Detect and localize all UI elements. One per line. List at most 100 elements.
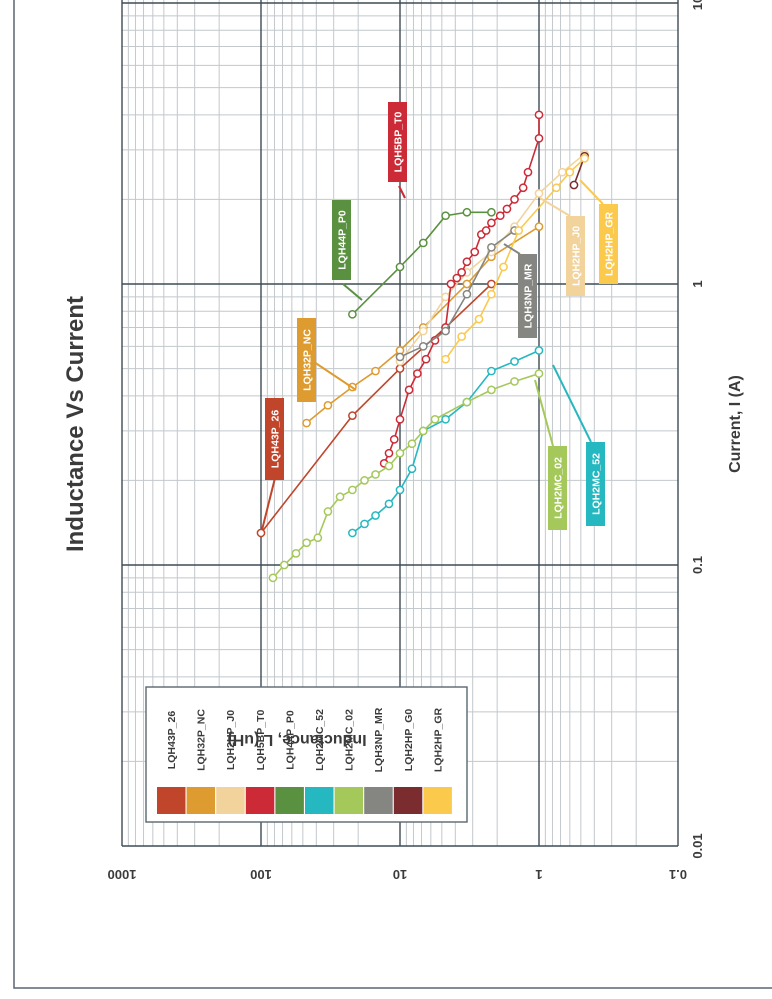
data-point: [569, 180, 579, 190]
callout-lqh2mc_52: LQH2MC_52: [552, 364, 605, 526]
callout-tag: [548, 446, 567, 530]
callout-label: LQH44P_P0: [337, 210, 349, 270]
data-point: [395, 262, 405, 272]
legend-label: LQH43P_26: [166, 711, 178, 770]
callout-tag: [388, 102, 407, 182]
data-point: [384, 448, 394, 458]
callout-label: LQH43P_26: [270, 410, 282, 469]
x-tick-label: 0.01: [690, 833, 705, 858]
data-point: [523, 167, 533, 177]
x-tick-label: 10: [690, 0, 705, 10]
y-tick-label: 0.1: [669, 867, 687, 882]
data-point: [418, 238, 428, 248]
data-point: [268, 573, 278, 583]
data-point: [323, 507, 333, 516]
y-tick-label: 1000: [108, 867, 137, 882]
data-point: [404, 385, 414, 395]
data-point: [580, 153, 589, 163]
series-lqh2mc_02: [268, 369, 544, 583]
data-point: [348, 528, 357, 538]
legend-swatch: [275, 787, 304, 814]
callout-lqh32p_nc: LQH32P_NC: [297, 318, 357, 402]
data-point: [534, 346, 544, 355]
callout-label: LQH2MC_52: [591, 453, 603, 515]
data-point: [534, 369, 544, 378]
legend-swatch: [245, 787, 275, 814]
data-point: [487, 243, 496, 252]
callout-tag: [599, 204, 618, 284]
data-point: [348, 411, 357, 421]
data-point: [502, 204, 512, 214]
y-axis-label: Inductance, L (uH): [227, 731, 366, 748]
data-point: [462, 289, 472, 299]
callout-tag: [332, 200, 351, 280]
data-point: [487, 279, 496, 289]
callout-leader: [552, 364, 592, 443]
callout-tag: [265, 398, 284, 480]
y-tick-label: 10: [393, 867, 407, 882]
callout-label: LQH3NP_MR: [523, 263, 535, 328]
data-point: [534, 222, 544, 231]
data-point: [371, 470, 380, 479]
data-point: [534, 110, 544, 120]
legend-label: LQH2HP_GR: [432, 707, 444, 772]
callout-lqh44p_p0: LQH44P_P0: [332, 200, 363, 301]
data-point: [518, 183, 528, 193]
callout-lqh3np_mr: LQH3NP_MR: [503, 243, 537, 338]
data-point: [371, 366, 380, 376]
data-point: [395, 448, 405, 458]
legend-swatch: [334, 787, 364, 814]
data-point: [335, 492, 345, 502]
data-point: [360, 476, 369, 485]
data-point: [348, 309, 357, 319]
data-point: [418, 326, 428, 336]
legend: LQH43P_26 LQH32P_NC LQH2HP_J0 LQH5BP_T0 LQH4…: [145, 686, 468, 823]
callout-lqh43p_26: LQH43P_26: [261, 398, 284, 531]
data-point: [495, 211, 505, 221]
callout-leader: [342, 283, 363, 301]
callout-tag: [297, 318, 316, 402]
data-point: [384, 499, 394, 509]
series-line: [351, 349, 540, 534]
series-lqh5bp_t0: [379, 110, 544, 468]
data-point: [430, 414, 440, 424]
data-point: [395, 352, 405, 362]
data-point: [499, 262, 508, 272]
legend-swatch: [393, 787, 423, 814]
data-point: [487, 289, 496, 299]
data-point: [371, 511, 380, 520]
data-point: [418, 426, 428, 436]
callout-lqh2mc_02: LQH2MC_02: [534, 379, 567, 530]
legend-swatch: [364, 787, 393, 814]
data-point: [256, 528, 266, 538]
y-tick-label: 100: [250, 867, 272, 882]
data-point: [487, 366, 496, 376]
callout-leader: [534, 379, 554, 447]
data-point: [348, 485, 357, 495]
data-point: [462, 257, 472, 267]
callout-leader: [579, 179, 604, 205]
series-lqh32p_nc: [302, 222, 544, 428]
data-point: [487, 385, 496, 395]
series-layer: [256, 110, 589, 583]
data-point: [302, 418, 311, 428]
data-point: [462, 279, 472, 289]
data-point: [395, 485, 405, 495]
callout-tag: [518, 254, 537, 338]
data-point: [510, 377, 519, 386]
data-point: [413, 369, 422, 378]
data-point: [395, 414, 405, 424]
data-point: [514, 226, 524, 235]
data-point: [446, 279, 456, 289]
data-point: [407, 439, 417, 449]
labels: Inductance Vs Current Current, I (A) Ind…: [62, 296, 744, 748]
legend-label: LQH2MC_52: [314, 709, 326, 771]
callout-layer: LQH43P_26 LQH32P_NC LQH44P_P0 LQH5BP_T0 LQH3…: [261, 102, 618, 531]
callout-leader: [398, 185, 406, 199]
callout-leader: [261, 473, 277, 531]
legend-swatch: [216, 787, 245, 814]
data-point: [441, 211, 450, 221]
series-lqh44p_p0: [348, 207, 496, 319]
